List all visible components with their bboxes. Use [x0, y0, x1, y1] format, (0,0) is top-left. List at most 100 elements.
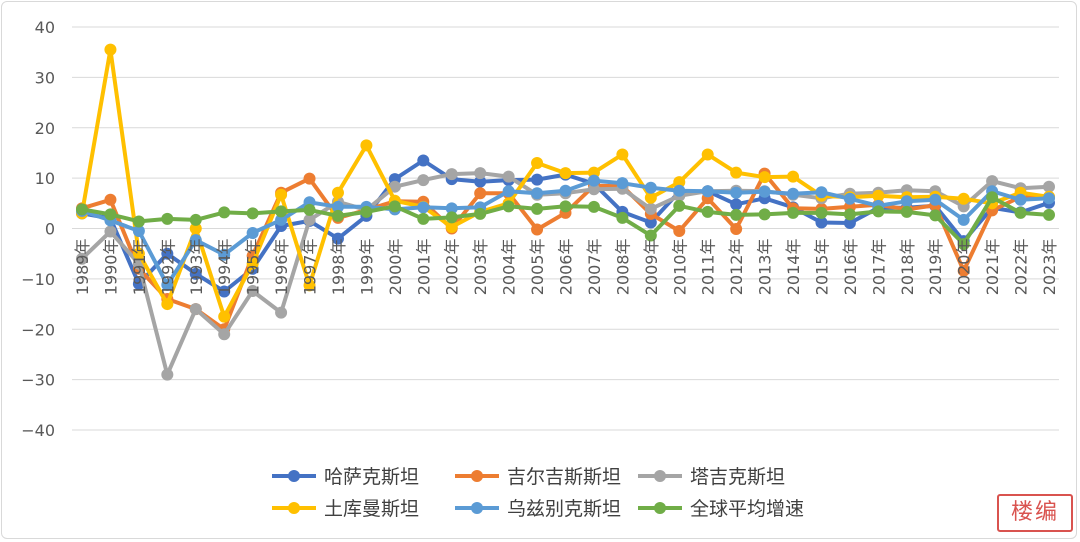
data-point — [616, 177, 629, 190]
data-point — [189, 213, 202, 226]
data-point — [531, 157, 544, 170]
data-point — [1014, 193, 1027, 206]
data-point — [644, 191, 657, 204]
data-point — [531, 173, 544, 186]
y-tick-label: −20 — [21, 320, 55, 339]
data-point — [331, 232, 344, 245]
data-point — [701, 148, 714, 161]
x-tick-label: 2006年 — [557, 239, 576, 296]
data-point — [417, 201, 430, 214]
data-point — [189, 303, 202, 316]
legend-swatch-marker — [654, 502, 666, 514]
data-point — [474, 167, 487, 180]
data-point — [559, 167, 572, 180]
data-point — [275, 306, 288, 319]
data-point — [673, 199, 686, 212]
y-tick-label: −30 — [21, 371, 55, 390]
legend-item: 哈萨克斯坦 — [272, 466, 419, 488]
data-point — [189, 234, 202, 247]
x-tick-label: 2020年 — [955, 239, 974, 296]
data-point — [1043, 192, 1055, 205]
x-tick-label: 1997年 — [301, 239, 320, 296]
data-point — [246, 257, 259, 270]
data-point — [246, 284, 259, 297]
legend-swatch-marker — [471, 502, 483, 514]
data-point — [559, 184, 572, 197]
data-point — [986, 191, 999, 204]
x-tick-label: 2016年 — [841, 239, 860, 296]
data-point — [218, 248, 231, 261]
x-tick-label: 2000年 — [386, 239, 405, 296]
data-point — [246, 207, 259, 220]
x-tick-label: 2012年 — [727, 239, 746, 296]
x-tick-label: 1992年 — [158, 239, 177, 296]
x-axis-labels: 1989年 1990年 1991年 1992年 1993年 1994年 1995年 1996年… — [73, 238, 1059, 295]
data-point — [644, 216, 657, 229]
data-point — [502, 200, 515, 213]
legend-swatch-marker — [288, 502, 300, 514]
x-tick-label: 2021年 — [983, 239, 1002, 296]
data-point — [616, 211, 629, 224]
legend-swatch-marker — [288, 470, 300, 482]
data-point — [900, 195, 913, 208]
legend-swatch-marker — [654, 470, 666, 482]
x-tick-label: 2023年 — [1040, 239, 1059, 296]
legend-item: 乌兹别克斯坦 — [455, 498, 621, 520]
x-tick-label: 2017年 — [869, 239, 888, 296]
data-point — [474, 175, 487, 188]
y-axis-labels: −40 −30 −20 −10 0 10 20 30 40 — [21, 18, 55, 440]
x-tick-label: 2014年 — [784, 239, 803, 296]
data-point — [331, 200, 344, 213]
data-point — [445, 211, 458, 224]
data-point — [531, 202, 544, 215]
x-tick-label: 2005年 — [528, 239, 547, 296]
data-point — [161, 247, 174, 260]
data-point — [132, 247, 145, 260]
data-point — [502, 170, 515, 183]
data-point — [246, 227, 259, 240]
data-point — [161, 278, 174, 291]
data-point — [843, 216, 856, 229]
data-point — [445, 202, 458, 215]
x-tick-label: 2007年 — [585, 239, 604, 296]
legend-item: 塔吉克斯坦 — [638, 466, 785, 488]
x-tick-label: 2003年 — [471, 239, 490, 296]
data-point — [445, 220, 458, 233]
data-point — [360, 205, 373, 218]
series — [76, 191, 1055, 251]
data-point — [787, 187, 800, 200]
data-point — [730, 208, 743, 221]
data-point — [474, 187, 487, 200]
data-point — [900, 205, 913, 218]
y-tick-label: 0 — [45, 220, 55, 239]
data-point — [161, 298, 174, 311]
legend-item: 全球平均增速 — [638, 498, 804, 520]
x-tick-label: 2009年 — [642, 239, 661, 296]
y-tick-label: −40 — [21, 421, 55, 440]
data-point — [929, 193, 942, 206]
data-point — [673, 176, 686, 189]
data-point — [104, 43, 117, 56]
data-point — [531, 187, 544, 200]
gridlines — [72, 26, 1059, 431]
y-tick-label: −10 — [21, 270, 55, 289]
data-point — [815, 216, 828, 229]
data-point — [104, 225, 117, 238]
data-point — [1014, 206, 1027, 219]
x-tick-label: 1993年 — [187, 239, 206, 296]
data-point — [644, 229, 657, 242]
data-point — [275, 213, 288, 226]
data-point — [644, 202, 657, 215]
data-point — [331, 186, 344, 199]
data-point — [730, 223, 743, 236]
x-tick-label: 2002年 — [443, 239, 462, 296]
data-point — [872, 205, 885, 218]
data-point — [758, 208, 771, 221]
series-lines — [76, 43, 1055, 381]
data-point — [76, 203, 88, 216]
data-point — [360, 139, 373, 152]
data-point — [218, 310, 231, 323]
data-point — [787, 170, 800, 183]
legend-label: 吉尔吉斯斯坦 — [507, 466, 621, 488]
